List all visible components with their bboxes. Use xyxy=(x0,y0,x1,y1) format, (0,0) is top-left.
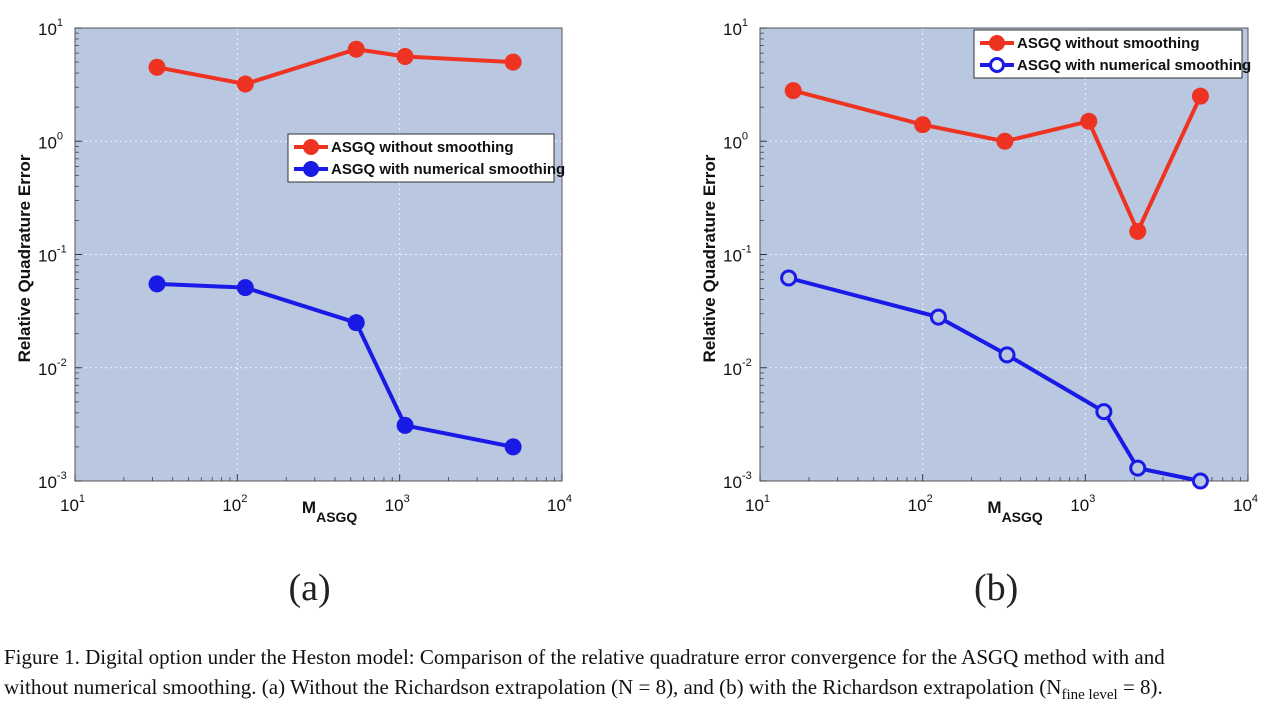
data-point xyxy=(1129,222,1147,240)
y-axis-label: Relative Quadrature Error xyxy=(15,154,34,362)
data-point xyxy=(236,75,254,93)
legend: ASGQ without smoothing ASGQ with numerica… xyxy=(973,29,1251,79)
legend: ASGQ without smoothing ASGQ with numerica… xyxy=(287,133,565,183)
data-point xyxy=(148,58,166,76)
y-tick-label: 10-1 xyxy=(38,244,67,266)
x-tick-label: 101 xyxy=(745,493,770,515)
x-axis-label: MASGQ xyxy=(302,498,358,525)
x-tick-label: 104 xyxy=(547,493,572,515)
legend-label: ASGQ without smoothing xyxy=(331,139,513,156)
data-point xyxy=(396,48,414,66)
x-tick-label: 103 xyxy=(1070,493,1095,515)
y-tick-label: 100 xyxy=(38,130,63,152)
plot-area xyxy=(75,28,562,481)
x-axis-label: MASGQ xyxy=(987,498,1043,525)
x-tick-label: 102 xyxy=(222,493,247,515)
data-point xyxy=(1191,472,1209,490)
data-point xyxy=(504,438,522,456)
legend-label: ASGQ with numerical smoothing xyxy=(331,161,565,178)
x-tick-label: 103 xyxy=(385,493,410,515)
data-point xyxy=(1080,112,1098,130)
legend-marker xyxy=(303,161,319,177)
panel-label: (b) xyxy=(974,567,1018,609)
data-point xyxy=(780,269,798,287)
x-tick-label: 101 xyxy=(60,493,85,515)
data-point xyxy=(996,132,1014,150)
legend-marker xyxy=(303,139,319,155)
legend-box xyxy=(973,29,1243,79)
chart-a: 101 102 103 104 10-3 10-2 10-1 100 101 MASGQ Relat… xyxy=(15,17,572,609)
x-tick-label: 104 xyxy=(1233,493,1258,515)
data-point xyxy=(998,346,1016,364)
data-point xyxy=(347,40,365,58)
caption-line-1: Figure 1. Digital option under the Hesto… xyxy=(4,645,1165,669)
data-point xyxy=(236,279,254,297)
legend-box xyxy=(287,133,555,183)
figure-caption: Figure 1. Digital option under the Hesto… xyxy=(4,642,1276,710)
data-point xyxy=(347,314,365,332)
chart-b: 101 102 103 104 10-3 10-2 10-1 100 101 MASGQ Relat… xyxy=(700,17,1258,609)
caption-subscript: fine level xyxy=(1061,687,1118,704)
data-point xyxy=(1095,403,1113,421)
data-point xyxy=(784,82,802,100)
data-point xyxy=(1129,459,1147,477)
x-tick-label: 102 xyxy=(908,493,933,515)
series-line-red xyxy=(792,88,1203,234)
legend-label: ASGQ with numerical smoothing xyxy=(1017,57,1251,74)
series-line-blue xyxy=(788,276,1201,483)
y-axis-label: Relative Quadrature Error xyxy=(700,154,719,362)
data-point xyxy=(396,416,414,434)
y-tick-label: 10-3 xyxy=(38,470,67,492)
panel-label: (a) xyxy=(289,567,331,609)
legend-label: ASGQ without smoothing xyxy=(1017,35,1199,52)
data-point xyxy=(504,53,522,71)
data-point xyxy=(1191,87,1209,105)
data-point xyxy=(929,308,947,326)
y-tick-label: 10-3 xyxy=(723,470,752,492)
figure-charts: 101 102 103 104 10-3 10-2 10-1 100 101 MASGQ Relat… xyxy=(15,17,1258,609)
data-point xyxy=(914,116,932,134)
data-point xyxy=(148,275,166,293)
y-tick-label: 100 xyxy=(723,130,748,152)
plot-area xyxy=(760,28,1248,481)
y-tick-label: 10-2 xyxy=(723,357,752,379)
y-tick-label: 10-2 xyxy=(38,357,67,379)
y-tick-label: 101 xyxy=(38,17,63,39)
legend-marker xyxy=(989,57,1005,73)
legend-marker xyxy=(989,35,1005,51)
y-tick-label: 10-1 xyxy=(723,244,752,266)
caption-line-2: without numerical smoothing. (a) Without… xyxy=(4,675,1163,704)
y-tick-label: 101 xyxy=(723,17,748,39)
